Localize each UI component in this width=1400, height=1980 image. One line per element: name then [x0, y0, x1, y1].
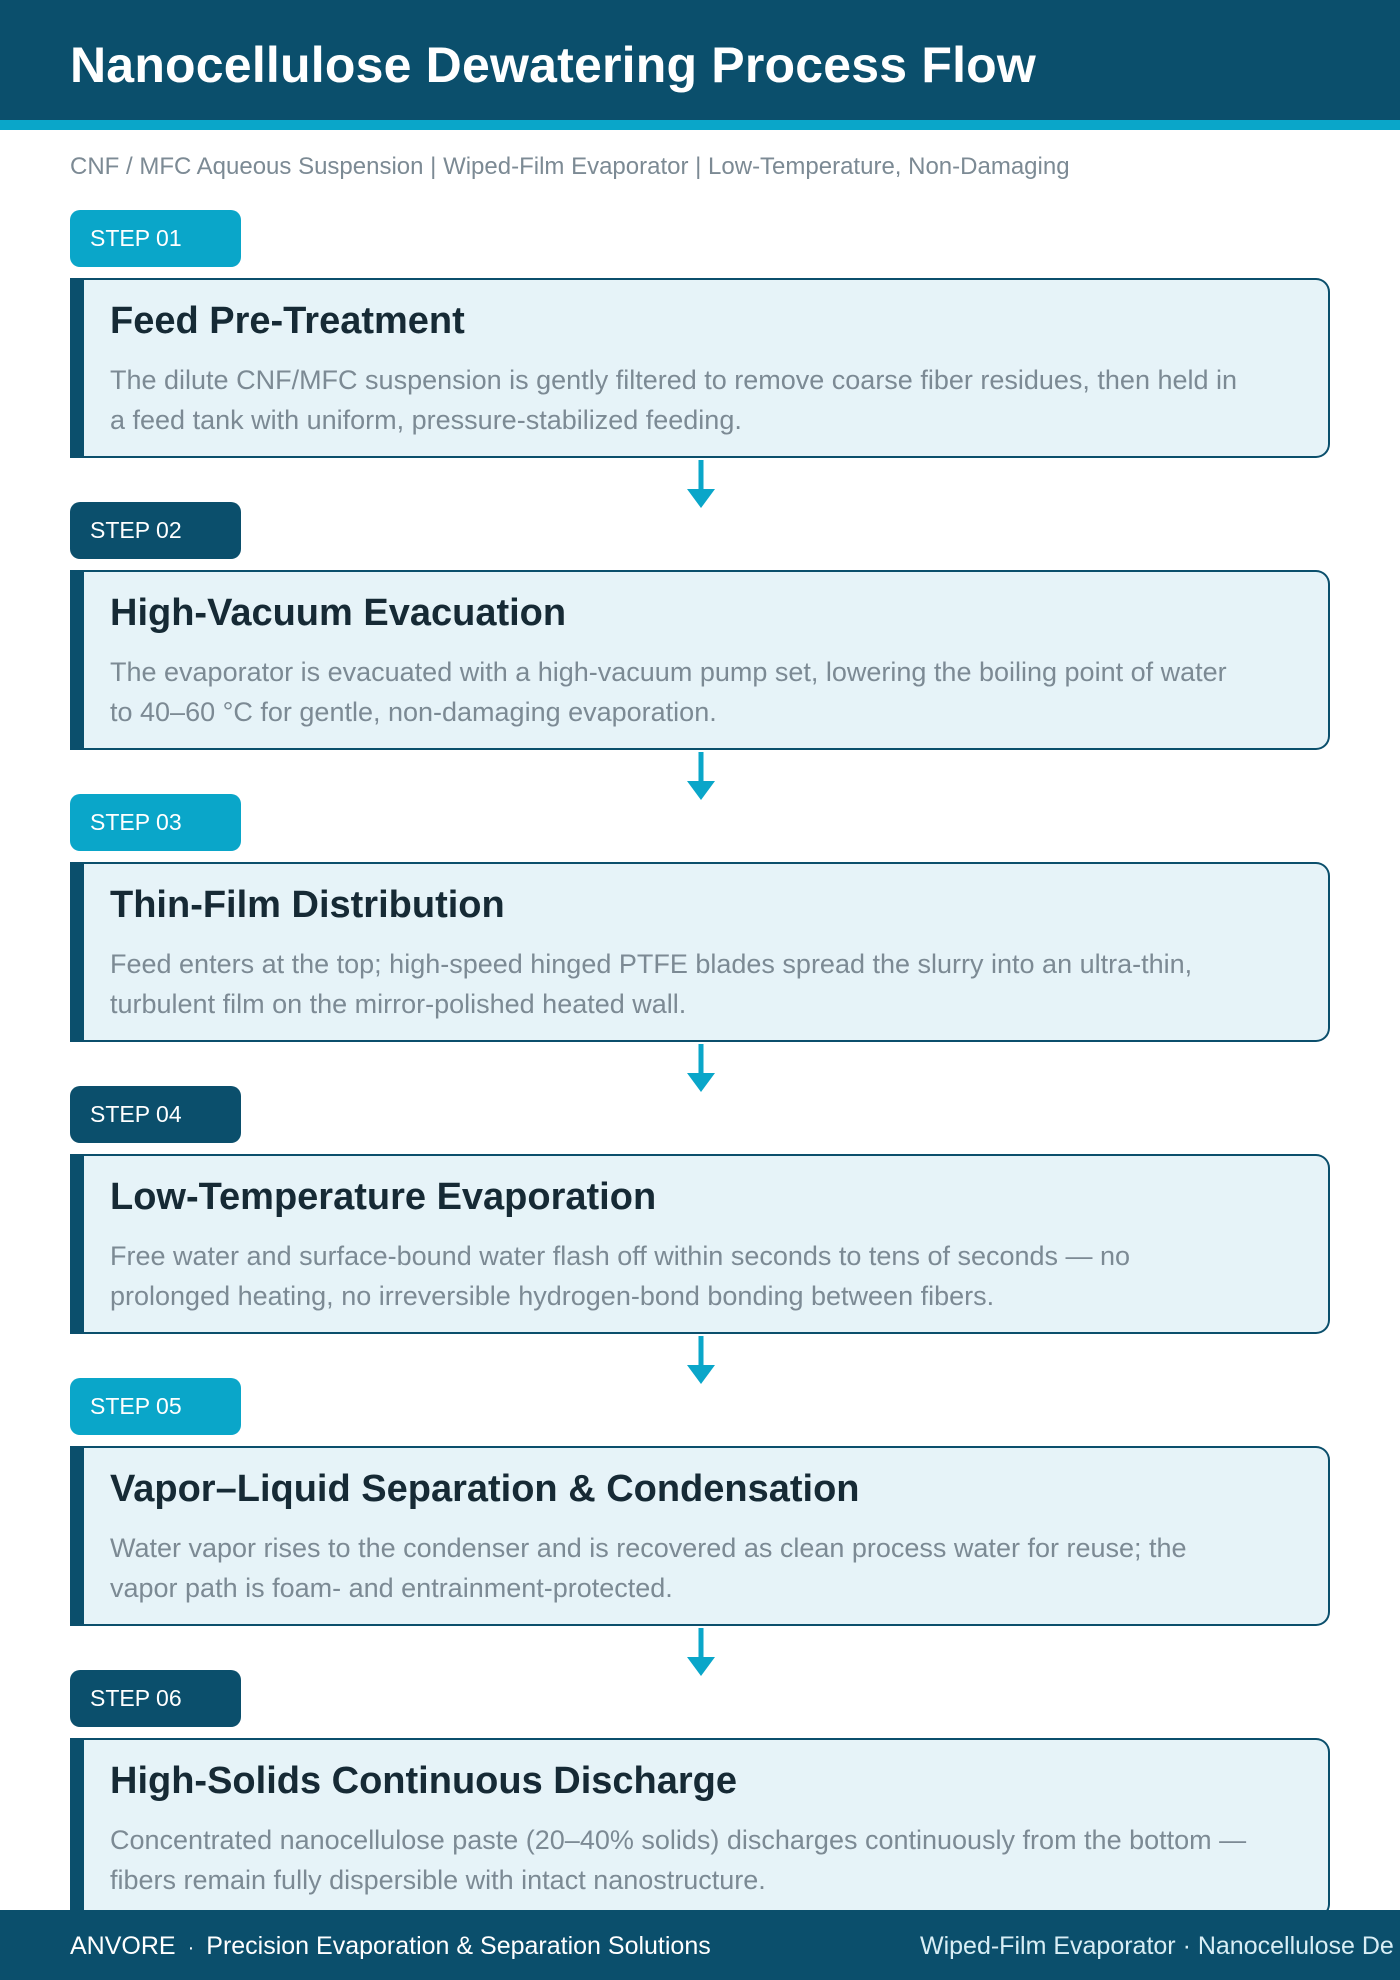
footer-brand: ANVORE: [70, 1932, 176, 1960]
footer-brand-line: ANVORE · Precision Evaporation & Separatio…: [70, 1932, 711, 1961]
down-arrow-icon: [687, 460, 715, 508]
step-description: The dilute CNF/MFC suspension is gently …: [110, 365, 1238, 435]
step-description: Concentrated nanocellulose paste (20–40%…: [110, 1825, 1247, 1895]
step-title: Thin-Film Distribution: [110, 884, 505, 926]
page-title: Nanocellulose Dewatering Process Flow: [70, 37, 1037, 93]
down-arrow-icon: [687, 1336, 715, 1384]
step-title: Low-Temperature Evaporation: [110, 1176, 657, 1218]
page-subtitle: CNF / MFC Aqueous Suspension | Wiped-Fil…: [70, 153, 1070, 180]
step-badge: STEP 06: [70, 1670, 241, 1727]
step-title: High-Solids Continuous Discharge: [110, 1760, 738, 1802]
page-header: Nanocellulose Dewatering Process Flow: [0, 0, 1400, 130]
step-title: Feed Pre-Treatment: [110, 300, 465, 342]
step-badge: STEP 03: [70, 794, 241, 851]
step-title: High-Vacuum Evacuation: [110, 592, 567, 634]
step-card: High-Vacuum Evacuation The evaporator is…: [70, 570, 1330, 750]
step-badge: STEP 02: [70, 502, 241, 559]
step-badge: STEP 04: [70, 1086, 241, 1143]
step-card: Thin-Film Distribution Feed enters at th…: [70, 862, 1330, 1042]
footer-separator: ·: [187, 1937, 195, 1959]
step-title: Vapor–Liquid Separation & Condensation: [110, 1468, 860, 1510]
step-badge: STEP 05: [70, 1378, 241, 1435]
step-badge: STEP 01: [70, 210, 241, 267]
down-arrow-icon: [687, 1628, 715, 1676]
down-arrow-icon: [687, 1044, 715, 1092]
step-description: Feed enters at the top; high-speed hinge…: [110, 949, 1193, 1019]
step-description: Water vapor rises to the condenser and i…: [110, 1533, 1187, 1603]
step-card: Feed Pre-Treatment The dilute CNF/MFC su…: [70, 278, 1330, 458]
step-description: The evaporator is evacuated with a high-…: [110, 657, 1227, 727]
down-arrow-icon: [687, 752, 715, 800]
footer-tagline: Precision Evaporation & Separation Solut…: [206, 1932, 711, 1960]
step-card: Vapor–Liquid Separation & Condensation W…: [70, 1446, 1330, 1626]
page-footer: ANVORE · Precision Evaporation & Separatio…: [0, 1910, 1400, 1980]
step-description: Free water and surface-bound water flash…: [110, 1241, 1131, 1311]
step-card: High-Solids Continuous Discharge Concent…: [70, 1738, 1330, 1918]
footer-right-text: Wiped-Film Evaporator · Nanocellulose De: [920, 1932, 1394, 1960]
step-card: Low-Temperature Evaporation Free water a…: [70, 1154, 1330, 1334]
